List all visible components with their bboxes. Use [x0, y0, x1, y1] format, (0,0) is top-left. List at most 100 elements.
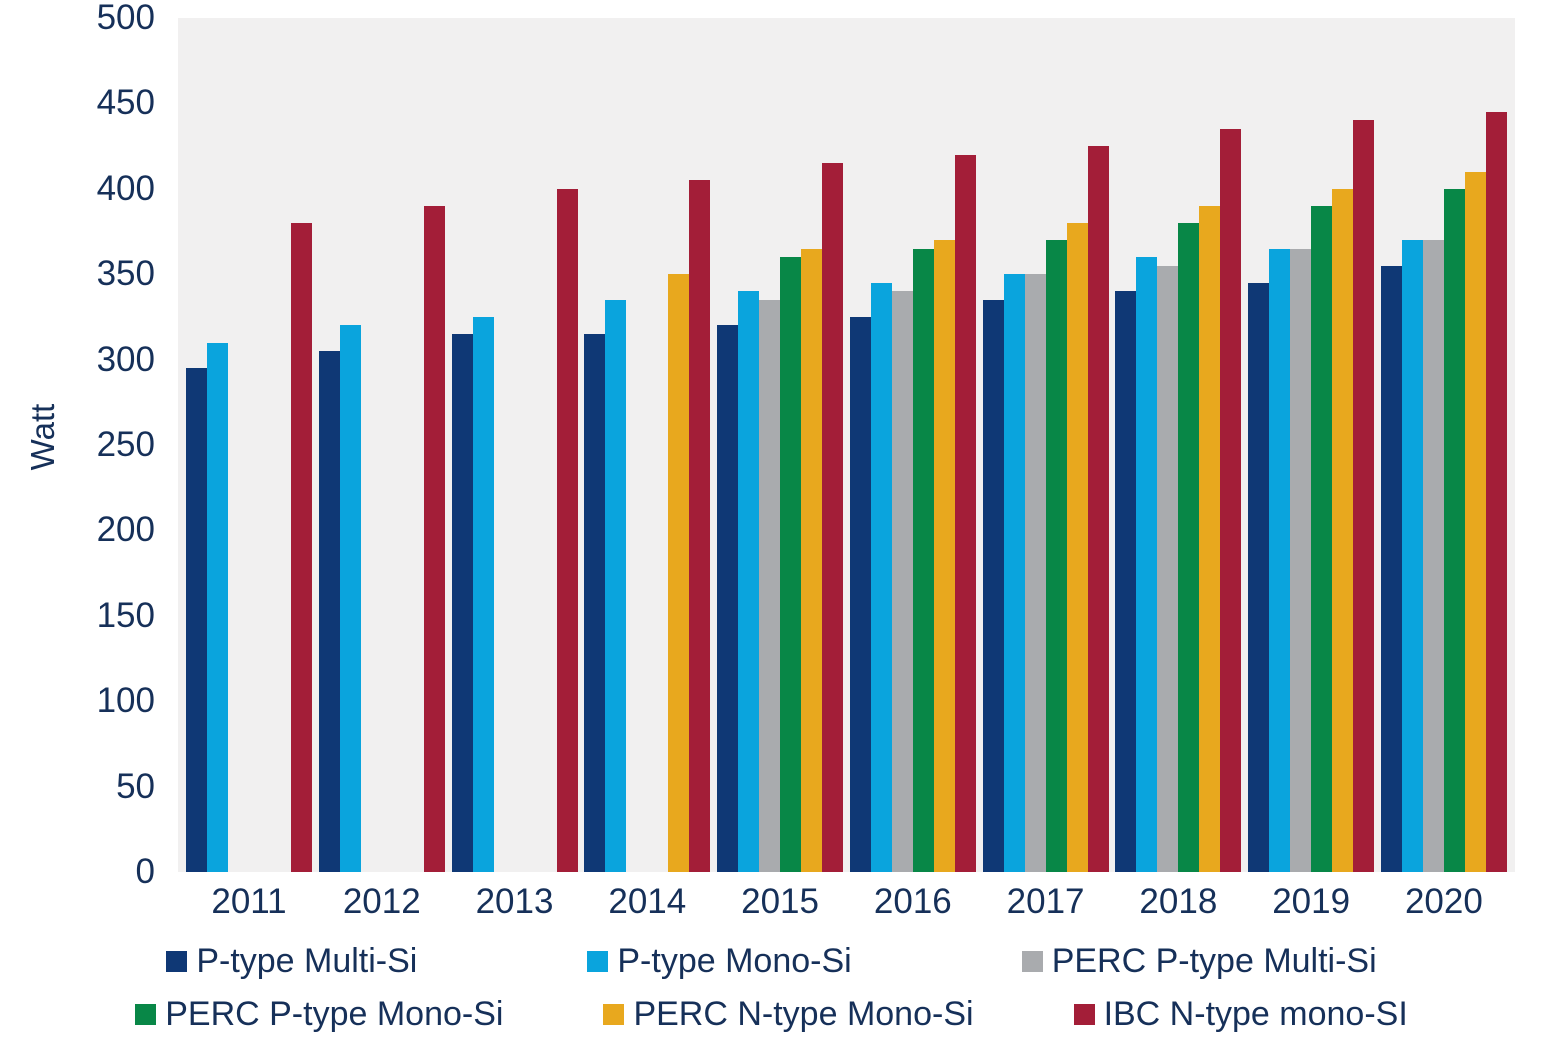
bar-slot	[1024, 18, 1046, 872]
bar-2014-perc-n-type-mono-si	[668, 274, 690, 872]
legend-item-perc-p-type-mono-si: PERC P-type Mono-Si	[135, 995, 503, 1034]
bar-2017-ibc-n-type-mono-si	[1087, 146, 1109, 872]
y-tick-label-200: 200	[96, 510, 155, 550]
legend-item-perc-p-type-multi-si: PERC P-type Multi-Si	[1021, 942, 1377, 981]
bar-2011-p-type-mono-si	[207, 342, 228, 872]
y-tick-label-250: 250	[96, 425, 155, 464]
bar-slot	[1269, 18, 1291, 872]
bar-group-2019	[1248, 18, 1375, 872]
x-axis-tick-labels: 2011 2012 2013 2014 2015 2016 2017 2018 2019 2020	[178, 882, 1515, 922]
legend-item-p-type-multi-si: P-type Multi-Si	[166, 942, 417, 981]
bar-slot	[207, 18, 228, 872]
bar-slot	[1380, 18, 1402, 872]
bar-slot	[626, 18, 647, 872]
bar-slot	[494, 18, 515, 872]
legend-row-1: P-type Multi-Si P-type Mono-Si PERC P-type…	[0, 942, 1543, 981]
x-tick-label-2011: 2011	[211, 882, 287, 921]
x-tick-label-2019: 2019	[1272, 882, 1351, 921]
bar-slot	[1066, 18, 1088, 872]
bar-slot	[339, 18, 361, 872]
y-tick-label-100: 100	[96, 681, 155, 721]
bar-group-2012	[318, 18, 445, 872]
x-tick-label-2016: 2016	[873, 882, 952, 921]
bar-2020-p-type-multi-si	[1380, 265, 1402, 872]
bar-2015-perc-p-type-mono-si	[780, 257, 802, 872]
bar-2017-perc-p-type-mono-si	[1045, 240, 1067, 872]
bar-slot	[1248, 18, 1270, 872]
bar-slot	[291, 18, 312, 872]
x-tick-label-2018: 2018	[1139, 882, 1218, 921]
bar-2014-p-type-mono-si	[605, 299, 627, 872]
bar-slot	[822, 18, 844, 872]
bar-slot	[1115, 18, 1137, 872]
bar-2013-p-type-multi-si	[451, 333, 473, 872]
bar-slot	[584, 18, 606, 872]
bar-2016-ibc-n-type-mono-si	[954, 154, 976, 872]
bar-slot	[1311, 18, 1333, 872]
bar-slot	[912, 18, 934, 872]
bar-2015-ibc-n-type-mono-si	[822, 163, 844, 872]
bar-2018-p-type-multi-si	[1115, 291, 1137, 872]
legend-label: PERC P-type Mono-Si	[165, 995, 504, 1033]
bar-slot	[403, 18, 424, 872]
bar-group-2018	[1115, 18, 1242, 872]
bar-slot	[1332, 18, 1354, 872]
bar-slot	[1199, 18, 1221, 872]
bar-slot	[451, 18, 473, 872]
y-tick-label-450: 450	[96, 83, 155, 123]
bar-2014-ibc-n-type-mono-si	[689, 180, 711, 872]
plot-area	[178, 18, 1515, 872]
bar-2019-perc-p-type-multi-si	[1290, 248, 1312, 872]
bar-slot	[1157, 18, 1179, 872]
bar-slot	[1220, 18, 1242, 872]
legend-label: P-type Multi-Si	[196, 942, 418, 980]
bar-group-2014	[584, 18, 711, 872]
bar-slot	[1353, 18, 1375, 872]
bar-2019-perc-n-type-mono-si	[1332, 188, 1354, 872]
bar-2015-p-type-mono-si	[738, 291, 760, 872]
bar-slot	[954, 18, 976, 872]
bar-2017-p-type-multi-si	[982, 299, 1004, 872]
legend-label: IBC N-type mono-SI	[1103, 995, 1408, 1033]
bar-2011-p-type-multi-si	[186, 368, 207, 872]
legend-row-2: PERC P-type Mono-Si PERC N-type Mono-Si IB…	[0, 995, 1543, 1034]
y-tick-label-0: 0	[135, 852, 155, 891]
bar-group-2011	[186, 18, 312, 872]
chart-legend: P-type Multi-Si P-type Mono-Si PERC P-type…	[0, 942, 1543, 1034]
bar-2020-p-type-mono-si	[1401, 240, 1423, 872]
bar-2017-perc-p-type-multi-si	[1024, 274, 1046, 872]
bar-2012-ibc-n-type-mono-si	[423, 205, 445, 872]
legend-item-p-type-mono-si: P-type Mono-Si	[587, 942, 852, 981]
bar-2015-perc-n-type-mono-si	[801, 248, 823, 872]
legend-swatch-icon	[166, 951, 188, 972]
bar-2014-p-type-multi-si	[584, 333, 606, 872]
legend-item-perc-n-type-mono-si: PERC N-type Mono-Si	[603, 995, 974, 1034]
bar-slot	[1443, 18, 1465, 872]
bar-2018-perc-n-type-mono-si	[1199, 205, 1221, 872]
bar-slot	[472, 18, 494, 872]
y-tick-label-350: 350	[96, 254, 155, 294]
y-tick-label-150: 150	[96, 595, 155, 635]
bar-2016-perc-n-type-mono-si	[933, 240, 955, 872]
bar-slot	[1401, 18, 1423, 872]
bar-slot	[228, 18, 249, 872]
bar-group-2013	[451, 18, 578, 872]
bar-slot	[556, 18, 578, 872]
bar-slot	[668, 18, 690, 872]
bar-slot	[1422, 18, 1444, 872]
bar-group-2020	[1380, 18, 1507, 872]
bar-slot	[717, 18, 739, 872]
legend-item-ibc-n-type-mono-si: IBC N-type mono-SI	[1073, 995, 1408, 1034]
bar-2017-p-type-mono-si	[1003, 274, 1025, 872]
bar-group-2016	[849, 18, 976, 872]
x-tick-label-2020: 2020	[1404, 882, 1483, 921]
bar-slot	[1087, 18, 1109, 872]
bar-slot	[249, 18, 270, 872]
x-tick-label-2017: 2017	[1006, 882, 1085, 921]
legend-swatch-icon	[135, 1004, 157, 1025]
bar-slot	[759, 18, 781, 872]
bar-2016-p-type-multi-si	[849, 316, 871, 872]
y-tick-label-300: 300	[96, 339, 155, 379]
bar-2011-ibc-n-type-mono-si	[291, 222, 312, 872]
bar-2018-ibc-n-type-mono-si	[1220, 129, 1242, 872]
